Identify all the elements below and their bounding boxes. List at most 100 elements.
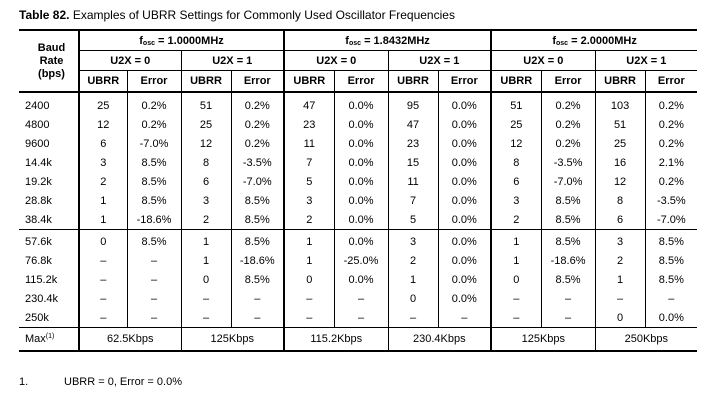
error-cell: 0.0% [333,92,389,115]
ubrr-cell: – [387,308,439,328]
footnote-text: UBRR = 0, Error = 0.0% [64,376,182,388]
error-cell: -3.5% [644,191,698,210]
ubrr-cell: 1 [283,229,335,251]
error-cell: 0.0% [437,153,492,172]
ubrr-cell: 2 [180,210,231,230]
ubrr-header: UBRR [490,70,542,93]
baud-rate-cell: 14.4k [25,156,52,169]
error-cell: 0.2% [540,134,596,153]
baud-rate-header: Baud Rate (bps) [19,30,79,93]
table-row: 230.4k – – – – – –0 0.0% – – – – [19,289,698,308]
ubrr-cell: 0 [283,270,335,289]
baud-rate-cell: 2400 [25,99,50,112]
ubrr-cell: 12 [180,134,231,153]
baud-rate-cell: 38.4k [25,213,52,226]
baud-rate-cell: 230.4k [25,292,59,305]
error-cell: 8.5% [540,270,596,289]
error-cell: 0.2% [644,92,698,115]
ubrr-cell: 3 [490,191,542,210]
error-cell: 8.5% [230,191,285,210]
error-header: Error [644,70,698,93]
error-cell: 8.5% [126,153,181,172]
table-row: 2400 25 0.2% 51 0.2% 47 0.0% 95 0.0% 51 0.2% 103 0.2… [19,92,698,115]
error-cell: 0.0% [333,172,389,191]
error-cell: 0.2% [230,134,285,153]
error-cell: – [126,308,181,328]
table-title: Examples of UBRR Settings for Commonly U… [72,8,455,22]
ubrr-cell: 3 [283,191,335,210]
error-cell: 8.5% [230,210,285,230]
ubrr-cell: 11 [387,172,439,191]
table-body-group-1: 2400 25 0.2% 51 0.2% 47 0.0% 95 0.0% 51 0.2% 103 0.2… [19,92,698,230]
error-cell: 2.1% [644,153,698,172]
ubrr-cell: 5 [387,210,439,230]
error-cell: -7.0% [126,134,181,153]
table-row: 115.2k – –0 8.5% 0 0.0% 1 0.0% 0 8.5% 1 8.5% [19,270,698,289]
ubrr-cell: 51 [490,92,542,115]
table-row: 28.8k 1 8.5% 3 8.5% 3 0.0% 7 0.0% 3 8.5% 8 -3.5% [19,191,698,210]
error-cell: 0.2% [644,115,698,134]
error-cell: 8.5% [230,229,285,251]
u2x0-header: U2X = 0 [283,50,389,71]
ubrr-cell: 15 [387,153,439,172]
ubrr-cell: 103 [594,92,646,115]
ubrr-cell: 25 [78,92,127,115]
table-row: 38.4k 1 -18.6% 2 8.5% 2 0.0% 5 0.0% 2 8.5% 6 -7.0% [19,210,698,230]
ubrr-cell: 25 [490,115,542,134]
ubrr-cell: 2 [594,251,646,270]
ubrr-cell: 0 [78,229,127,251]
fosc-header-3: fosc = 2.0000MHz [490,30,698,51]
fosc-header-1: fosc = 1.0000MHz [77,30,285,51]
error-cell: -7.0% [230,172,285,191]
ubrr-cell: 1 [594,270,646,289]
error-cell: 0.2% [644,172,698,191]
error-cell: – [126,251,181,270]
ubrr-cell: 12 [78,115,127,134]
footnote: 1. UBRR = 0, Error = 0.0% [19,376,182,388]
error-header: Error [230,70,285,93]
baud-rate-cell: 28.8k [25,194,52,207]
error-cell: 0.0% [437,229,492,251]
max-row: Max(1) 62.5Kbps 125Kbps 115.2Kbps 230.4K… [19,327,698,351]
ubrr-cell: 47 [387,115,439,134]
ubrr-cell: 7 [283,153,335,172]
ubrr-cell: 8 [490,153,542,172]
ubrr-cell: – [180,308,231,328]
baud-rate-cell: 9600 [25,137,50,150]
ubrr-cell: 51 [180,92,231,115]
max-value-cell: 250Kbps [594,327,698,351]
error-cell: 8.5% [540,191,596,210]
error-cell: – [126,270,181,289]
error-cell: 0.2% [230,92,285,115]
u2x1-header: U2X = 1 [180,50,285,71]
ubrr-header: UBRR [180,70,231,93]
error-cell: – [437,308,492,328]
baud-rate-cell: 115.2k [25,273,58,286]
ubrr-cell: 7 [387,191,439,210]
u2x0-header: U2X = 0 [490,50,596,71]
baud-rate-cell: 57.6k [19,229,79,251]
ubrr-cell: 25 [180,115,231,134]
max-value-cell: 62.5Kbps [78,327,181,351]
ubrr-cell: – [490,308,542,328]
ubrr-cell: 6 [490,172,542,191]
max-value-cell: 125Kbps [180,327,285,351]
error-cell: 8.5% [230,270,285,289]
u2x1-header: U2X = 1 [387,50,492,71]
ubrr-cell: – [78,308,127,328]
error-cell: -3.5% [540,153,596,172]
ubrr-header: UBRR [78,70,127,93]
ubrr-cell: 11 [283,134,335,153]
max-value-cell: 230.4Kbps [387,327,492,351]
ubrr-cell: 1 [180,229,231,251]
error-cell: -25.0% [333,251,389,270]
ubrr-cell: 2 [387,251,439,270]
ubrr-cell: 0 [594,308,646,328]
error-cell: 8.5% [644,251,698,270]
fosc-header-2: fosc = 1.8432MHz [283,30,492,51]
ubrr-cell: 0 [180,270,231,289]
error-cell: 8.5% [126,172,181,191]
ubrr-cell: 0 [490,270,542,289]
ubrr-cell: 12 [490,134,542,153]
error-cell: -7.0% [644,210,698,230]
